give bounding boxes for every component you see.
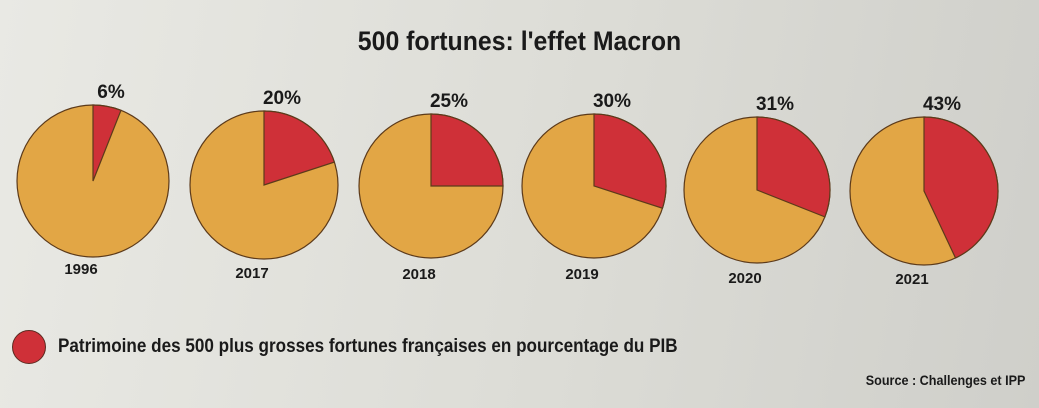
pie-value-label: 20% xyxy=(263,88,301,109)
pie-year-label: 2020 xyxy=(728,270,761,287)
pie-year-label: 2021 xyxy=(895,271,928,288)
legend: Patrimoine des 500 plus grosses fortunes… xyxy=(12,330,746,364)
pie-charts: 6% 1996 20% 2017 25% 2018 30% 2019 31% 2020 43% 202… xyxy=(16,82,999,288)
pie-2021: 43% 2021 xyxy=(849,94,999,288)
pie-year-label: 2018 xyxy=(402,266,435,283)
source-note: Source : Challenges et IPP xyxy=(865,372,1025,388)
pie-value-label: 6% xyxy=(97,82,125,103)
pie-year-label: 2019 xyxy=(565,266,598,283)
pie-value-label: 43% xyxy=(923,94,961,115)
chart-title: 500 fortunes: l'effet Macron xyxy=(357,26,682,56)
pie-share-slice xyxy=(92,104,122,182)
legend-label: Patrimoine des 500 plus grosses fortunes… xyxy=(58,336,678,357)
pie-value-label: 31% xyxy=(756,94,794,115)
pie-value-label: 25% xyxy=(430,91,468,112)
legend-swatch xyxy=(12,330,46,364)
pie-1996: 6% 1996 xyxy=(16,82,170,278)
pie-year-label: 1996 xyxy=(64,261,97,278)
pie-share-slice xyxy=(923,116,999,259)
pie-share-slice xyxy=(756,116,831,218)
pie-year-label: 2017 xyxy=(235,265,268,282)
pie-share-slice xyxy=(263,110,336,186)
pie-2020: 31% 2020 xyxy=(683,94,831,287)
pie-share-slice xyxy=(593,113,667,210)
pie-2019: 30% 2019 xyxy=(521,91,667,283)
pie-value-label: 30% xyxy=(593,91,631,112)
pie-2017: 20% 2017 xyxy=(189,88,339,282)
pie-share-slice xyxy=(430,113,504,187)
pie-2018: 25% 2018 xyxy=(358,91,504,283)
